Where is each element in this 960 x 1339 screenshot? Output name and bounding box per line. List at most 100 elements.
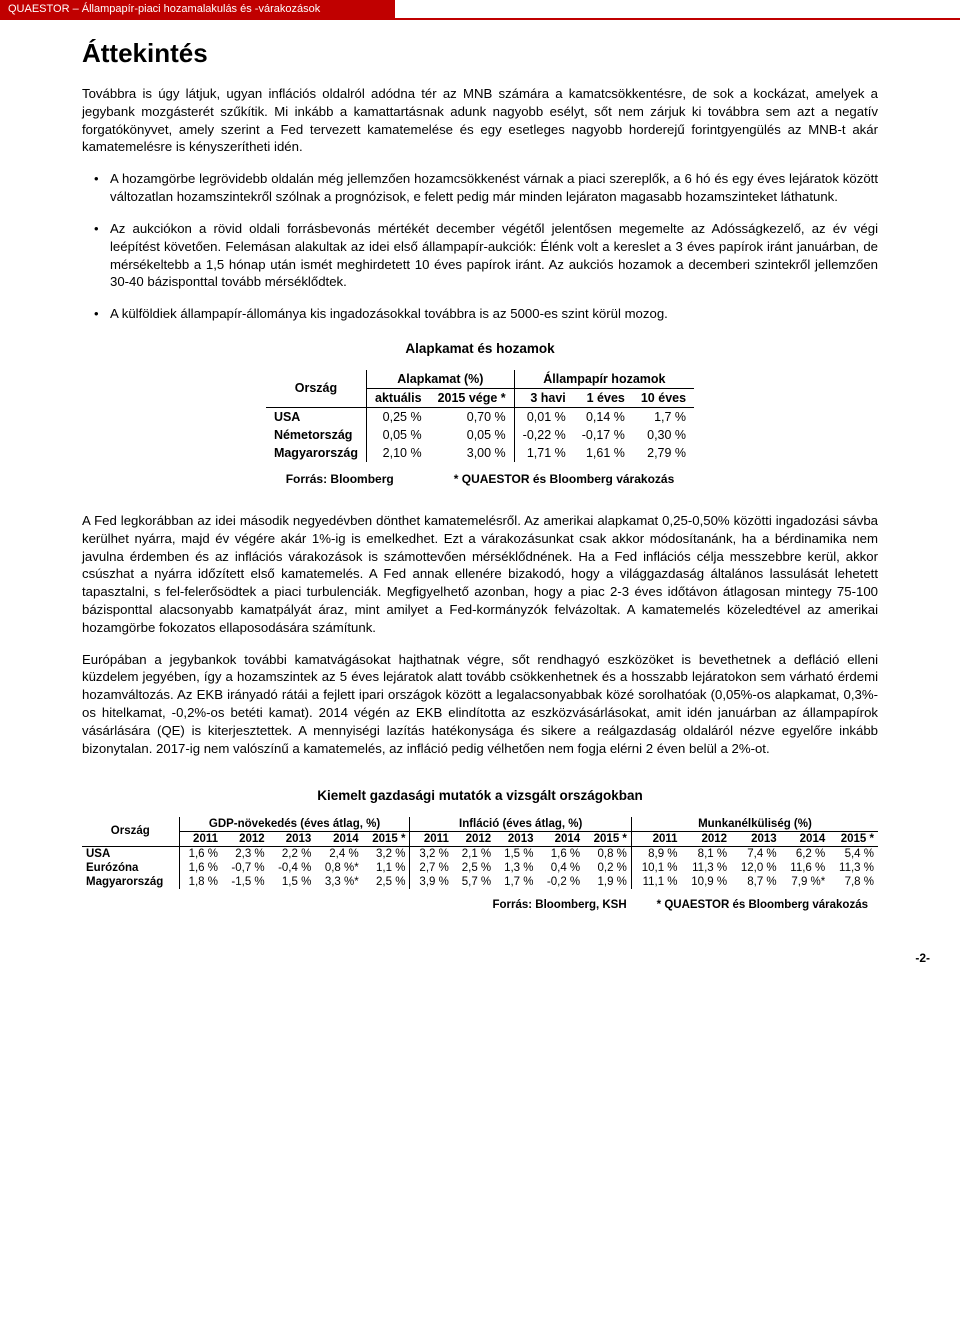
cell-value: 7,4 % (731, 846, 781, 861)
cell-10eves: 1,7 % (633, 407, 694, 426)
bullet-list: A hozamgörbe legrövidebb oldalán még jel… (82, 170, 878, 323)
table2-source: Forrás: Bloomberg, KSH (492, 899, 626, 911)
th2-year: 2013 (731, 831, 781, 846)
cell-value: 1,6 % (179, 846, 222, 861)
table-row: USA1,6 %2,3 %2,2 %2,4 %3,2 %3,2 %2,1 %1,… (82, 846, 878, 861)
th2-gdp: GDP-növekedés (éves átlag, %) (179, 817, 410, 832)
table1-note: * QUAESTOR és Bloomberg várakozás (454, 472, 675, 486)
th-3havi: 3 havi (514, 388, 574, 407)
cell-value: 1,3 % (495, 861, 537, 875)
cell-value: 3,9 % (410, 875, 453, 889)
th2-year: 2012 (453, 831, 495, 846)
cell-value: 2,2 % (269, 846, 316, 861)
cell-value: 6,2 % (781, 846, 830, 861)
cell-value: 8,7 % (731, 875, 781, 889)
cell-3havi: 1,71 % (514, 444, 574, 462)
cell-value: 1,7 % (495, 875, 537, 889)
body-paragraph-1: A Fed legkorábban az idei második negyed… (82, 512, 878, 637)
cell-value: 1,1 % (363, 861, 410, 875)
cell-value: 12,0 % (731, 861, 781, 875)
cell-value: 10,1 % (631, 861, 681, 875)
th2-year: 2015 * (584, 831, 631, 846)
th2-year: 2014 (538, 831, 585, 846)
page-number: -2- (0, 951, 960, 985)
th2-year: 2011 (631, 831, 681, 846)
cell-value: 3,2 % (363, 846, 410, 861)
table-row: Magyarország1,8 %-1,5 %1,5 %3,3 %*2,5 %3… (82, 875, 878, 889)
cell-value: 8,1 % (682, 846, 732, 861)
cell-value: 2,5 % (453, 861, 495, 875)
th2-country: Ország (82, 817, 179, 847)
table1-container: Ország Alapkamat (%) Állampapír hozamok … (82, 370, 878, 462)
cell-value: 0,8 %* (315, 861, 362, 875)
cell-value: -1,5 % (222, 875, 269, 889)
th-10eves: 10 éves (633, 388, 694, 407)
cell-10eves: 0,30 % (633, 426, 694, 444)
th2-year: 2015 * (829, 831, 878, 846)
th2-infl: Infláció (éves átlag, %) (410, 817, 631, 832)
cell-value: 3,3 %* (315, 875, 362, 889)
th-allampapir: Állampapír hozamok (514, 370, 694, 389)
cell-value: 5,7 % (453, 875, 495, 889)
indicators-table: Ország GDP-növekedés (éves átlag, %) Inf… (82, 817, 878, 889)
header-bar: QUAESTOR – Állampapír-piaci hozamalakulá… (0, 0, 395, 18)
cell-value: 0,2 % (584, 861, 631, 875)
header-red-line (0, 18, 960, 20)
cell-value: 1,5 % (495, 846, 537, 861)
table-row: Magyarország2,10 %3,00 %1,71 %1,61 %2,79… (266, 444, 694, 462)
cell-country: Eurózóna (82, 861, 179, 875)
th-alapkamat: Alapkamat (%) (367, 370, 515, 389)
cell-aktualis: 0,05 % (367, 426, 430, 444)
cell-value: 11,1 % (631, 875, 681, 889)
table-row: USA0,25 %0,70 %0,01 %0,14 %1,7 % (266, 407, 694, 426)
cell-3havi: 0,01 % (514, 407, 574, 426)
cell-value: 2,4 % (315, 846, 362, 861)
cell-country: Németország (266, 426, 367, 444)
th2-year: 2013 (269, 831, 316, 846)
th-1eves: 1 éves (574, 388, 633, 407)
intro-paragraph: Továbbra is úgy látjuk, ugyan inflációs … (82, 85, 878, 156)
table1-footer: Forrás: Bloomberg * QUAESTOR és Bloomber… (82, 472, 878, 486)
th-country: Ország (266, 370, 367, 408)
cell-value: 1,5 % (269, 875, 316, 889)
cell-aktualis: 0,25 % (367, 407, 430, 426)
cell-value: 1,8 % (179, 875, 222, 889)
cell-country: USA (82, 846, 179, 861)
cell-value: 1,6 % (538, 846, 585, 861)
table2-note: * QUAESTOR és Bloomberg várakozás (657, 899, 868, 911)
cell-value: 2,7 % (410, 861, 453, 875)
cell-value: 7,8 % (829, 875, 878, 889)
th2-year: 2015 * (363, 831, 410, 846)
cell-value: 7,9 %* (781, 875, 830, 889)
th2-year: 2012 (222, 831, 269, 846)
cell-value: 8,9 % (631, 846, 681, 861)
rates-table: Ország Alapkamat (%) Állampapír hozamok … (266, 370, 694, 462)
cell-value: 1,9 % (584, 875, 631, 889)
header-title: QUAESTOR – Állampapír-piaci hozamalakulá… (8, 3, 320, 15)
table-row: Németország0,05 %0,05 %-0,22 %-0,17 %0,3… (266, 426, 694, 444)
cell-10eves: 2,79 % (633, 444, 694, 462)
page-title: Áttekintés (82, 38, 878, 69)
cell-country: USA (266, 407, 367, 426)
cell-value: 11,3 % (829, 861, 878, 875)
cell-value: 11,6 % (781, 861, 830, 875)
cell-value: -0,7 % (222, 861, 269, 875)
th2-year: 2014 (315, 831, 362, 846)
cell-1eves: 1,61 % (574, 444, 633, 462)
bullet-item: Az aukciókon a rövid oldali forrásbevoná… (82, 220, 878, 291)
cell-1eves: 0,14 % (574, 407, 633, 426)
cell-value: 0,8 % (584, 846, 631, 861)
table2-container: Ország GDP-növekedés (éves átlag, %) Inf… (82, 817, 878, 889)
bullet-item: A hozamgörbe legrövidebb oldalán még jel… (82, 170, 878, 206)
cell-value: 11,3 % (682, 861, 732, 875)
body-paragraph-2: Európában a jegybankok további kamatvágá… (82, 651, 878, 758)
table1-source: Forrás: Bloomberg (286, 472, 394, 486)
cell-value: 3,2 % (410, 846, 453, 861)
table2-footer: Forrás: Bloomberg, KSH * QUAESTOR és Blo… (82, 899, 878, 911)
cell-country: Magyarország (266, 444, 367, 462)
cell-value: 0,4 % (538, 861, 585, 875)
th2-year: 2011 (410, 831, 453, 846)
cell-aktualis: 2,10 % (367, 444, 430, 462)
th2-munk: Munkanélküliség (%) (631, 817, 878, 832)
section-heading-2: Kiemelt gazdasági mutatók a vizsgált ors… (82, 788, 878, 803)
